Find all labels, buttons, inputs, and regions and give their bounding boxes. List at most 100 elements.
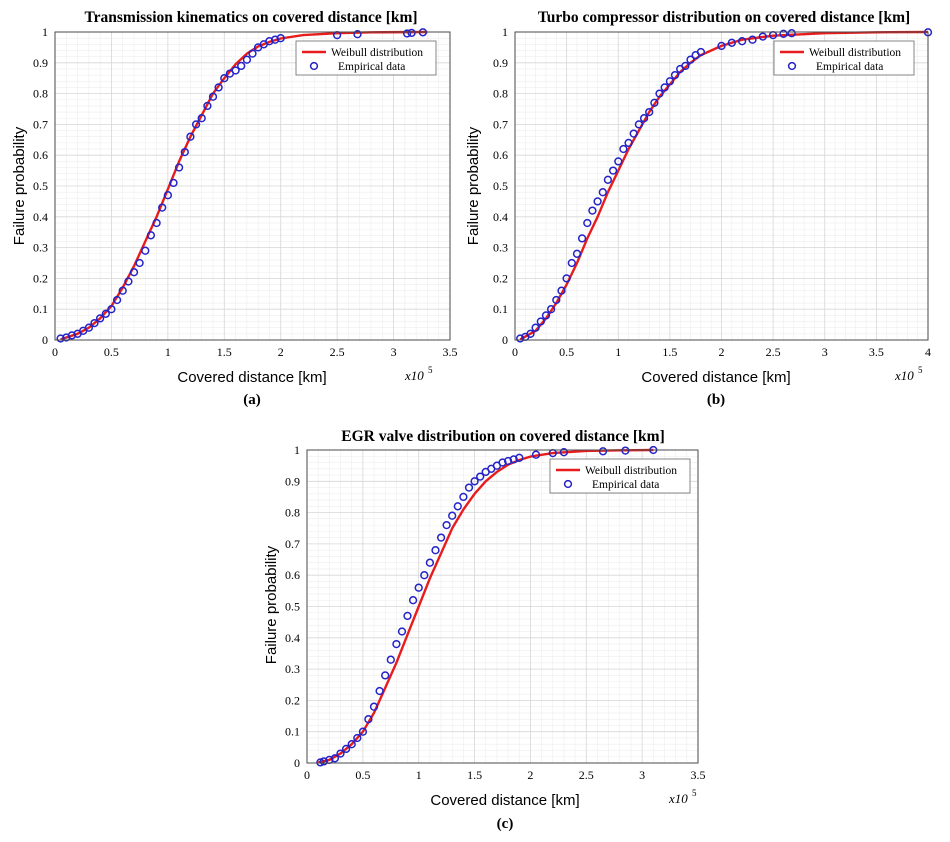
empirical-data-point: [598, 447, 608, 456]
empirical-data-point: [402, 29, 412, 38]
chart-b-legend-weibull-label: Weibull distribution: [809, 47, 901, 59]
chart-c-series: [316, 445, 658, 767]
y-tick-label: 0.4: [493, 210, 508, 224]
y-tick-label: 0.1: [285, 725, 300, 739]
x-tick-label: 0.5: [559, 345, 574, 359]
empirical-data-point: [670, 70, 680, 80]
chart-b-legend-box: [773, 40, 915, 76]
empirical-data-point: [541, 311, 551, 320]
y-tick-label: 0.8: [493, 87, 508, 101]
empirical-data-point: [536, 317, 545, 326]
y-tick-label: 0.5: [493, 179, 508, 193]
empirical-data-point: [203, 101, 212, 111]
chart-a-plot-frame: [54, 31, 451, 341]
empirical-data-point: [717, 41, 726, 51]
y-tick-label: 0.2: [493, 271, 508, 285]
empirical-data-point: [621, 446, 630, 455]
empirical-data-point: [593, 197, 602, 206]
chart-a-title: Transmission kinematics on covered dista…: [84, 9, 417, 26]
chart-b-xlabel: Covered distance [km]: [641, 369, 790, 386]
empirical-data-point: [503, 456, 513, 466]
empirical-data-point: [634, 120, 644, 129]
empirical-data-point: [559, 448, 569, 457]
y-tick-label: 0.3: [285, 662, 300, 676]
empirical-data-point: [208, 92, 218, 101]
chart-b-plot-frame: [514, 31, 929, 341]
empirical-data-point: [316, 758, 325, 767]
empirical-data-point: [588, 206, 597, 215]
y-tick-label: 0.3: [493, 241, 508, 255]
empirical-data-point: [408, 596, 418, 605]
x-tick-label: 3.5: [443, 345, 458, 359]
empirical-data-point: [392, 639, 401, 649]
chart-b-legend: Weibull distribution Empirical data: [773, 40, 915, 76]
chart-c-title: EGR valve distribution on covered distan…: [341, 428, 665, 445]
chart-a-panel-label: (a): [243, 392, 261, 408]
chart-b: Turbo compressor distribution on covered…: [465, 9, 933, 408]
empirical-data-point: [336, 749, 345, 758]
x-tick-label: 0.5: [355, 768, 370, 782]
y-tick-label: 0.5: [33, 179, 48, 193]
empirical-data-point: [214, 83, 223, 92]
chart-a-x-exponent: x10: [404, 368, 424, 383]
y-tick-label: 0.1: [493, 302, 508, 316]
empirical-data-point: [146, 231, 156, 240]
empirical-data-point: [242, 55, 252, 64]
chart-a: Transmission kinematics on covered dista…: [11, 9, 458, 408]
empirical-data-point: [112, 295, 122, 305]
x-tick-label: 1: [615, 345, 621, 359]
y-tick-label: 0.6: [493, 148, 508, 162]
chart-a-legend: Weibull distribution Empirical data: [295, 40, 437, 76]
y-tick-label: 0.8: [285, 506, 300, 520]
chart-a-legend-empirical-swatch: [309, 61, 319, 71]
empirical-data-point: [375, 686, 384, 696]
empirical-data-point: [56, 334, 65, 343]
x-tick-label: 1.5: [217, 345, 232, 359]
empirical-data-point: [341, 744, 351, 754]
empirical-data-point: [319, 757, 328, 766]
empirical-data-point: [696, 47, 706, 57]
chart-c-x-exponent: x10: [668, 791, 688, 806]
y-tick-label: 0.2: [33, 271, 48, 285]
empirical-data-point: [169, 178, 178, 188]
empirical-data-point: [407, 28, 416, 38]
chart-b-x-exponent: x10: [894, 368, 914, 383]
empirical-data-point: [787, 29, 796, 38]
weibull-distribution-line: [317, 448, 654, 764]
chart-a-legend-empirical-label: Empirical data: [338, 61, 405, 73]
empirical-data-point: [660, 83, 669, 92]
empirical-data-point: [95, 314, 105, 323]
x-tick-label: 4: [925, 345, 931, 359]
chart-a-x-exponent-power: 5: [428, 365, 433, 375]
empirical-data-point: [442, 520, 451, 530]
empirical-data-point: [727, 38, 736, 47]
empirical-data-point: [645, 107, 654, 117]
chart-b-ylabel: Failure probability: [465, 126, 482, 245]
empirical-data-point: [779, 29, 788, 38]
chart-b-title: Turbo compressor distribution on covered…: [538, 9, 910, 26]
chart-c-plot-frame: [306, 449, 699, 764]
y-tick-label: 0.4: [285, 631, 300, 645]
empirical-data-point: [639, 114, 649, 123]
y-tick-label: 0.2: [285, 693, 300, 707]
x-tick-label: 1: [416, 768, 422, 782]
y-tick-label: 0: [42, 333, 48, 347]
chart-c-legend-empirical-swatch: [563, 479, 573, 489]
chart-a-ylabel: Failure probability: [11, 126, 28, 245]
empirical-data-point: [431, 546, 440, 555]
chart-b-x-exponent-power: 5: [918, 365, 923, 375]
y-tick-label: 1: [294, 443, 300, 457]
empirical-data-point: [748, 35, 757, 44]
chart-c-yticks: 0 0.1 0.2 0.3 0.4 0.5 0.6 0.7 0.8 0.9 1: [285, 443, 300, 770]
x-tick-label: 1.5: [662, 345, 677, 359]
empirical-data-point: [624, 138, 633, 148]
empirical-data-point: [526, 329, 535, 338]
chart-a-xlabel: Covered distance [km]: [177, 369, 326, 386]
y-tick-label: 0.9: [33, 56, 48, 70]
x-tick-label: 1.5: [467, 768, 482, 782]
empirical-data-point: [237, 61, 246, 71]
empirical-data-point: [353, 30, 362, 39]
empirical-data-point: [152, 218, 161, 228]
empirical-data-point: [107, 305, 116, 314]
empirical-data-point: [197, 114, 206, 123]
